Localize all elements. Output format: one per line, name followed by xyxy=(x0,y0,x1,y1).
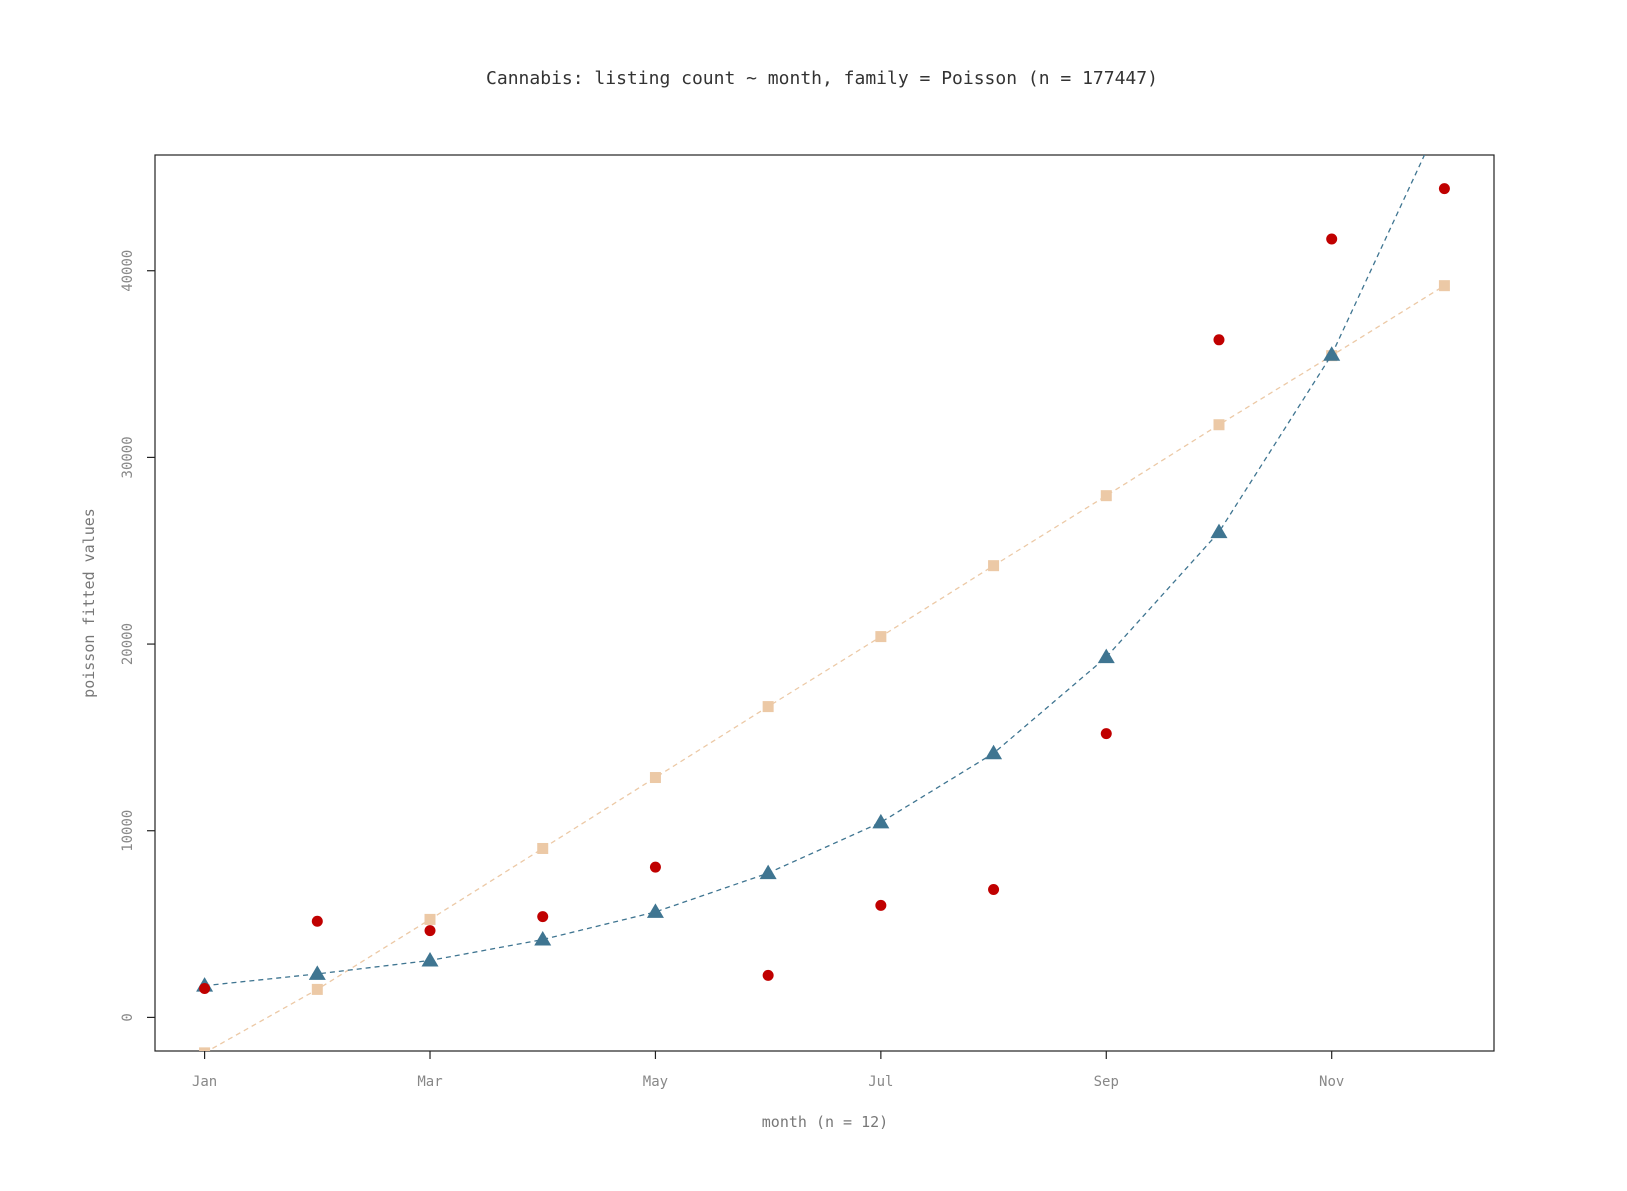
data-point-triangle xyxy=(1323,346,1341,361)
data-point-triangle xyxy=(872,813,890,829)
data-point-square xyxy=(1438,280,1450,292)
y-tick-label: 30000 xyxy=(120,436,136,478)
data-point-circle xyxy=(875,899,887,911)
data-point-circle xyxy=(199,982,211,994)
y-tick-label: 20000 xyxy=(120,623,136,665)
data-point-triangle xyxy=(646,903,664,918)
data-point-square xyxy=(424,913,436,925)
data-point-triangle xyxy=(985,744,1003,760)
x-tick-label: Jul xyxy=(868,1074,893,1090)
data-point-triangle xyxy=(534,931,552,946)
x-tick-label: May xyxy=(643,1074,668,1090)
data-point-square xyxy=(649,772,661,784)
chart-title: Cannabis: listing count ~ month, family … xyxy=(486,68,1158,89)
series-square-group xyxy=(199,280,1450,1051)
data-point-square xyxy=(199,1047,211,1051)
data-point-circle xyxy=(1213,334,1225,346)
y-tick-label: 10000 xyxy=(120,810,136,852)
x-axis: Jan Mar May Jul Sep Nov xyxy=(192,1051,1344,1090)
data-point-triangle xyxy=(308,965,326,980)
data-point-circle xyxy=(988,884,1000,896)
plot-frame xyxy=(154,154,1495,1052)
data-point-circle xyxy=(311,915,323,927)
data-point-triangle xyxy=(1210,523,1228,539)
series-circle-group xyxy=(199,183,1450,994)
data-point-circle xyxy=(424,925,436,937)
data-point-triangle xyxy=(759,864,777,880)
data-point-square xyxy=(762,701,774,713)
data-point-square xyxy=(1213,419,1225,431)
data-point-triangle xyxy=(1097,648,1115,664)
data-point-circle xyxy=(1438,183,1450,195)
data-point-circle xyxy=(1100,728,1112,740)
data-point-square xyxy=(311,983,323,995)
data-point-square xyxy=(537,842,549,854)
y-tick-label: 40000 xyxy=(120,250,136,292)
data-point-triangle xyxy=(421,951,439,967)
series-line-square xyxy=(206,285,1445,1051)
y-tick-label: 0 xyxy=(120,1013,136,1021)
data-point-triangle xyxy=(1436,104,1453,119)
plot-area xyxy=(196,104,1453,1051)
x-tick-label: Mar xyxy=(417,1074,442,1090)
data-point-circle xyxy=(537,911,549,923)
x-axis-label: month (n = 12) xyxy=(762,1113,888,1131)
series-line-triangle xyxy=(204,155,1426,987)
data-point-square xyxy=(875,631,887,643)
x-tick-label: Nov xyxy=(1319,1074,1344,1090)
data-point-circle xyxy=(1326,233,1338,245)
x-tick-label: Jan xyxy=(192,1074,217,1090)
y-axis: 0 10000 20000 30000 40000 xyxy=(120,250,155,1022)
data-point-square xyxy=(988,560,1000,572)
x-tick-label: Sep xyxy=(1094,1074,1119,1090)
data-point-square xyxy=(1100,490,1112,502)
y-axis-label: poisson fitted values xyxy=(80,508,98,698)
data-point-circle xyxy=(762,969,774,981)
data-point-circle xyxy=(649,861,661,873)
series-triangle-group xyxy=(196,104,1453,992)
